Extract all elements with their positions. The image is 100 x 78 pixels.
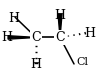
Text: H: H <box>55 9 66 22</box>
Text: C: C <box>55 31 65 44</box>
Text: H: H <box>84 27 96 40</box>
Text: H: H <box>9 12 20 25</box>
Polygon shape <box>8 36 36 39</box>
Text: Cl: Cl <box>76 57 88 67</box>
Text: C: C <box>31 31 41 44</box>
Polygon shape <box>58 14 62 37</box>
Text: H: H <box>2 31 13 44</box>
Text: H: H <box>30 58 42 71</box>
